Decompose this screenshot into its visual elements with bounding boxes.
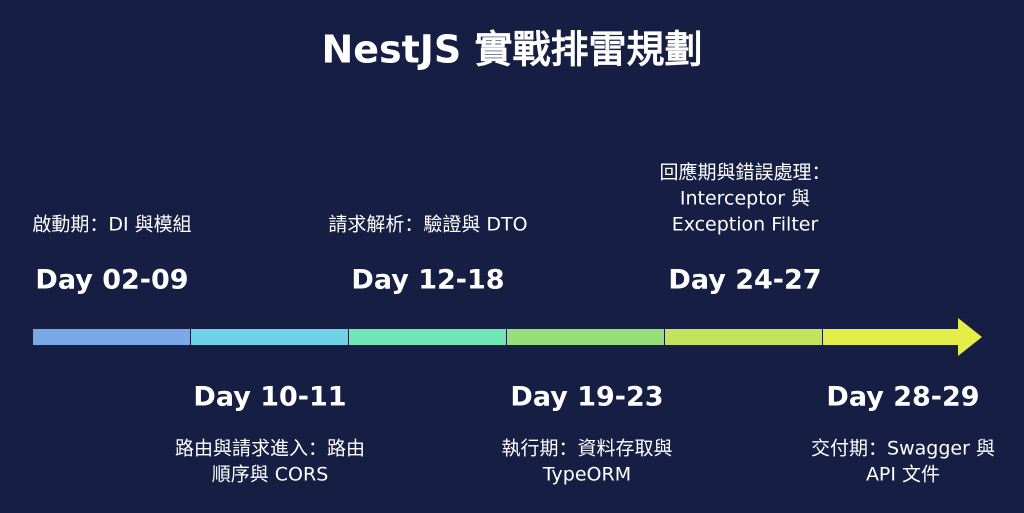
phase-description: API 文件 <box>866 464 940 486</box>
segment <box>191 329 348 345</box>
phase-description: 順序與 CORS <box>212 464 329 486</box>
phase-description: 執行期：資料存取與 <box>501 438 672 460</box>
timeline-bar <box>33 318 982 356</box>
phase-description: 啟動期：DI 與模組 <box>32 214 191 236</box>
phase-day: Day 28-29 <box>826 382 979 413</box>
phase-description: 路由與請求進入：路由 <box>175 438 365 460</box>
phase-description: Interceptor 與 <box>680 188 810 210</box>
segment <box>507 329 664 345</box>
phase-description: 回應期與錯誤處理： <box>659 161 830 184</box>
phase-description: Exception Filter <box>672 214 819 236</box>
segment <box>665 329 822 345</box>
phase-day: Day 10-11 <box>193 382 346 413</box>
segment <box>823 329 960 345</box>
phase-day: Day 12-18 <box>351 265 504 296</box>
segment <box>349 329 506 345</box>
segment <box>33 329 190 345</box>
phase-day: Day 24-27 <box>668 265 821 296</box>
arrow-head <box>958 318 982 356</box>
phase-description: 交付期：Swagger 與 <box>811 438 995 460</box>
phase-description: 請求解析：驗證與 DTO <box>328 214 527 236</box>
title: NestJS 實戰排雷規劃 <box>321 28 702 72</box>
phase-day: Day 19-23 <box>510 382 663 413</box>
phase-day: Day 02-09 <box>35 265 188 296</box>
phase-description: TypeORM <box>542 464 631 486</box>
